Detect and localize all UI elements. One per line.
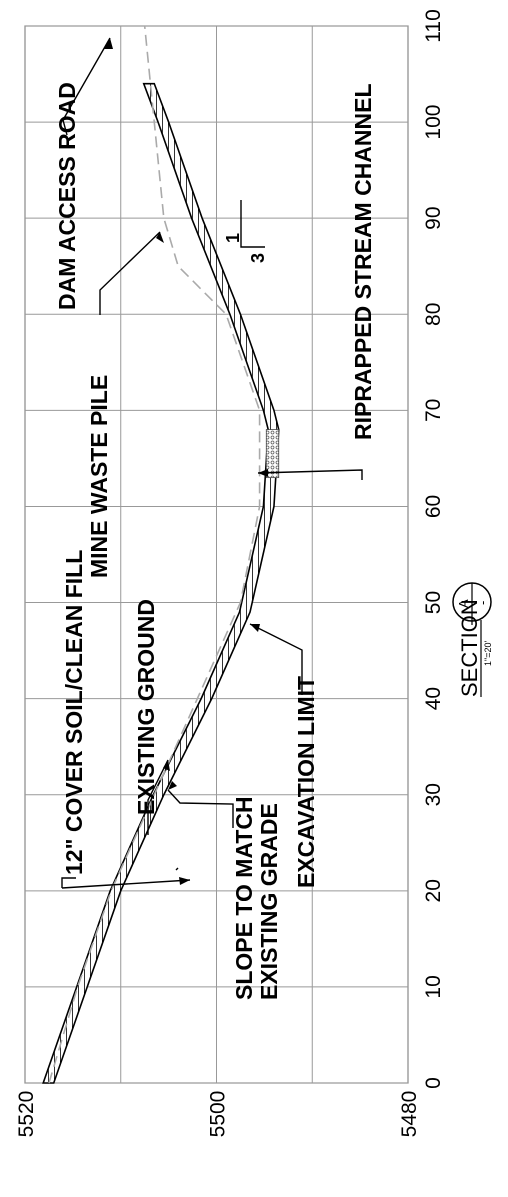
station-tick-label: 90 bbox=[422, 207, 445, 230]
elevation-tick-label: 5480 bbox=[398, 1091, 421, 1138]
grid-lines bbox=[25, 25, 408, 1084]
station-tick-label: 50 bbox=[422, 591, 445, 614]
section-tag: SECTION 1"=20' A - bbox=[452, 582, 493, 697]
leader-lines bbox=[61, 37, 363, 889]
section-id: A bbox=[456, 599, 471, 608]
station-tick-label: 70 bbox=[422, 399, 445, 422]
station-tick-label: 30 bbox=[422, 783, 445, 806]
leader-arrowheads bbox=[104, 38, 268, 885]
mine-waste-pile-label: MINE WASTE PILE bbox=[86, 375, 112, 578]
station-tick-label: 20 bbox=[422, 879, 445, 902]
cover-soil-label: 12" COVER SOIL/CLEAN FILL bbox=[61, 550, 87, 875]
elevation-tick-label: 5500 bbox=[207, 1091, 230, 1138]
excavation-limit-label: EXCAVATION LIMIT bbox=[293, 676, 319, 888]
slope-to-match-label: SLOPE TO MATCH bbox=[231, 796, 257, 1000]
section-sheet: - bbox=[475, 601, 490, 605]
station-tick-label: 40 bbox=[422, 687, 445, 710]
slope-numerator: 1 bbox=[223, 233, 243, 243]
existing-grade-label: EXISTING GRADE bbox=[256, 803, 282, 1000]
station-tick-label: 0 bbox=[422, 1077, 445, 1089]
riprap-channel-label: RIPRAPPED STREAM CHANNEL bbox=[350, 83, 376, 440]
slope-indicator bbox=[240, 200, 265, 248]
existing-ground-label: EXISTING GROUND bbox=[133, 599, 159, 815]
station-tick-label: 100 bbox=[422, 105, 445, 140]
section-scale: 1"=20' bbox=[483, 641, 493, 666]
existing-ground-line bbox=[48, 25, 261, 1084]
station-tick-label: 80 bbox=[422, 303, 445, 326]
section-title: SECTION bbox=[457, 599, 482, 697]
station-tick-label: 110 bbox=[422, 9, 445, 42]
elevation-tick-label: 5520 bbox=[15, 1091, 38, 1138]
station-tick-label: 60 bbox=[422, 495, 445, 518]
station-tick-label: 10 bbox=[422, 975, 445, 998]
cover-soil-band bbox=[42, 82, 280, 1084]
riprap-channel bbox=[265, 429, 280, 479]
tick-labels: 0 10 20 30 40 50 60 70 80 90 100 110 5520 5500 5480 bbox=[15, 9, 445, 1137]
slope-denominator: 3 bbox=[248, 253, 268, 263]
dam-access-road-label: DAM ACCESS ROAD bbox=[54, 82, 80, 310]
